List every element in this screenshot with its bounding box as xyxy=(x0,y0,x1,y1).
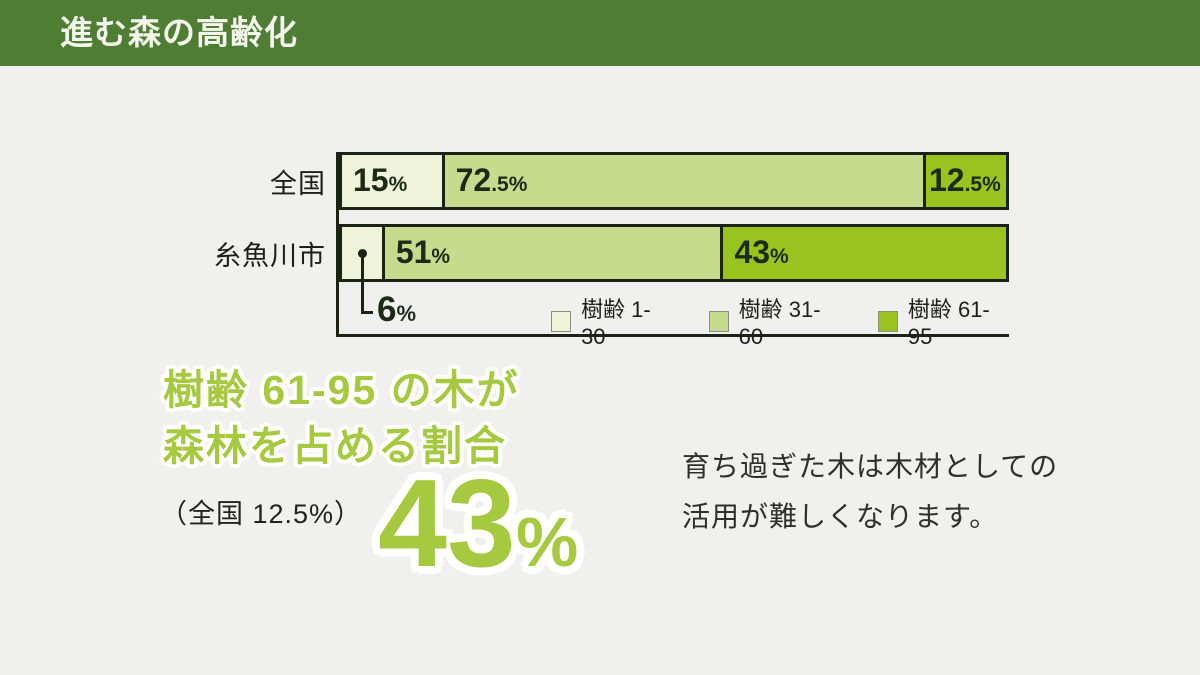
segment-value: 12 xyxy=(928,162,965,198)
row-label-itoigawa: 糸魚川市 xyxy=(214,240,326,271)
national-average-note: （全国 12.5%） xyxy=(160,499,363,529)
callout-value: 6 xyxy=(377,290,397,329)
legend-swatch-age1-30 xyxy=(551,310,572,332)
segment-value: 72 xyxy=(455,162,492,198)
callout-unit: % xyxy=(396,301,417,326)
highlight-unit: % xyxy=(515,503,579,581)
highlight-value-43pct: 43% xyxy=(378,462,578,586)
bar-itoigawa: 51% 43% xyxy=(339,224,1009,282)
legend-label: 樹齢 61-95 xyxy=(907,297,990,349)
description-text: 育ち過ぎた木は木材としての 活用が難しくなります。 xyxy=(682,442,1058,542)
legend-label: 樹齢 1-30 xyxy=(581,297,651,349)
bar-national: 15% 72.5% 12.5% xyxy=(339,152,1009,210)
highlight-heading: 樹齢 61-95 の木が 森林を占める割合 xyxy=(163,362,520,474)
bar-segment-itoigawa-age61-95: 43% xyxy=(720,227,1006,279)
callout-label-6pct: 6% xyxy=(377,292,416,327)
row-label-national: 全国 xyxy=(270,168,326,199)
stacked-bar-chart: 15% 72.5% 12.5% 51% 43% 6% 樹齢 1-30 xyxy=(336,152,1009,349)
description-line2: 活用が難しくなります。 xyxy=(682,501,999,532)
bar-segment-national-age61-95: 12.5% xyxy=(922,155,1006,207)
segment-unit: % xyxy=(770,245,789,268)
bar-segment-national-age1-30: 15% xyxy=(342,155,442,207)
segment-unit: .5% xyxy=(491,173,528,196)
highlight-heading-line1: 樹齢 61-95 の木が xyxy=(163,367,520,413)
description-line1: 育ち過ぎた木は木材としての xyxy=(682,451,1059,482)
legend: 樹齢 1-30 樹齢 31-60 樹齢 61-95 xyxy=(551,292,1009,350)
legend-swatch-age31-60 xyxy=(708,310,729,332)
segment-unit: .5% xyxy=(964,173,1001,196)
legend-item-age31-60: 樹齢 31-60 xyxy=(708,292,840,350)
legend-item-age61-95: 樹齢 61-95 xyxy=(877,292,1009,350)
legend-swatch-age61-95 xyxy=(877,310,898,332)
bar-segment-itoigawa-age31-60: 51% xyxy=(381,227,721,279)
highlight-number: 43 xyxy=(378,455,516,593)
segment-unit: % xyxy=(431,245,451,268)
segment-unit: % xyxy=(388,173,408,196)
segment-value: 15 xyxy=(353,162,389,198)
header-bar: 進む森の高齢化 xyxy=(0,0,1200,66)
bar-segment-national-age31-60: 72.5% xyxy=(441,155,923,207)
callout-line-foot xyxy=(361,311,373,314)
segment-value: 51 xyxy=(395,234,432,270)
page-title: 進む森の高齢化 xyxy=(60,14,298,51)
legend-item-age1-30: 樹齢 1-30 xyxy=(551,292,671,350)
highlight-heading-line2: 森林を占める割合 xyxy=(163,423,507,469)
callout-line xyxy=(361,253,364,314)
legend-label: 樹齢 31-60 xyxy=(738,297,821,349)
segment-value: 43 xyxy=(734,234,771,270)
